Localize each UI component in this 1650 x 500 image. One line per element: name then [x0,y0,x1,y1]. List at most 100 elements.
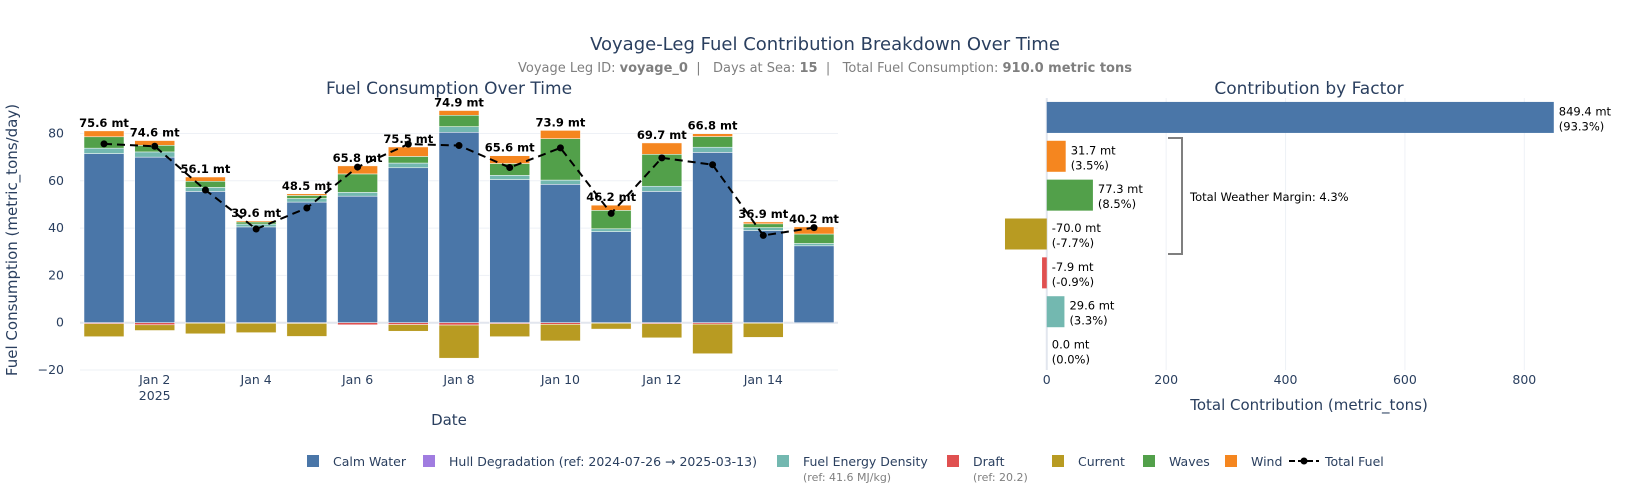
right-x-tick-label: 600 [1393,372,1417,387]
bar-segment-calm-water [185,191,226,323]
bar-segment-calm-water [692,152,733,323]
bar-segment-draft [388,322,429,325]
bar-segment-current [540,324,581,342]
bar-segment-wind [438,110,480,116]
bar-segment-fuel-energy [388,162,429,169]
factor-value-label: 849.4 mt [1559,104,1612,118]
subtitle-leg-id: voyage_0 [620,61,688,76]
bar-segment-calm-water [489,179,530,323]
total-fuel-point [100,140,108,148]
factor-value-label: -70.0 mt [1052,221,1102,235]
bar-segment-current [235,322,277,333]
bar-segment-current [185,322,226,335]
bar-segment-fuel-energy [793,243,835,247]
legend-item-fuel-energy[interactable]: Fuel Energy Density (ref: 41.6 MJ/kg) [777,454,928,484]
total-fuel-label: 36.9 mt [738,207,788,221]
total-fuel-label: 48.5 mt [282,179,332,193]
total-fuel-label: 74.9 mt [434,96,484,110]
left-x-tick-label: Jan 2 [138,372,170,387]
factor-value-label: -7.9 mt [1052,260,1094,274]
left-bars [83,110,835,359]
factor-percent-label: (0.0%) [1052,353,1090,367]
legend-item-total[interactable]: Total Fuel [1289,454,1384,469]
legend-label: Calm Water [333,454,407,469]
legend-swatch [947,455,959,467]
bar-segment-calm-water [388,167,429,323]
left-x-tick-label: Jan 12 [641,372,681,387]
bar-segment-fuel-energy [286,198,328,203]
right-x-axis-label: Total Contribution (metric_tons) [1189,396,1428,415]
total-fuel-label: 75.6 mt [79,116,129,130]
bar-segment-calm-water [590,231,632,323]
factor-percent-label: (8.5%) [1098,197,1136,211]
legend-item-hull[interactable]: Hull Degradation (ref: 2024-07-26 → 2025… [423,454,757,469]
factor-percent-label: (-0.9%) [1052,275,1094,289]
bar-segment-current [134,324,175,331]
legend-swatch-marker [1300,457,1308,465]
total-fuel-label: 40.2 mt [789,212,839,226]
bar-segment-waves [793,233,835,244]
subtitle-days: 15 [800,61,818,76]
left-x-tick-label: Jan 10 [540,372,580,387]
left-y-tick-label: −20 [38,362,64,377]
factor-bar-calm-water [1046,101,1554,133]
total-fuel-point [607,209,615,217]
bar-segment-fuel-energy [337,192,378,197]
left-y-tick-label: 0 [56,315,64,330]
total-fuel-point [455,142,463,150]
bar-segment-wind [590,204,632,211]
bar-segment-fuel-energy [83,147,125,154]
total-fuel-label: 73.9 mt [535,115,585,129]
legend-item-waves[interactable]: Waves [1143,454,1210,469]
right-bars [1004,101,1554,328]
bar-segment-waves [388,156,429,164]
bar-segment-fuel-energy [641,185,683,192]
right-x-tick-label: 0 [1043,372,1051,387]
bar-segment-wind [743,221,784,225]
bar-segment-draft [337,322,378,326]
bar-segment-calm-water [235,226,277,323]
left-x-axis-label: Date [431,411,467,429]
bar-segment-draft [134,322,175,326]
factor-percent-label: (-7.7%) [1052,236,1094,250]
bar-segment-calm-water [438,132,480,323]
total-fuel-point [151,142,159,150]
total-fuel-label: 75.5 mt [383,132,433,146]
bar-segment-waves [337,173,378,193]
total-fuel-point [354,163,362,171]
left-x-tick-year: 2025 [139,388,171,403]
factor-value-label: 29.6 mt [1069,299,1114,313]
legend-label: Total Fuel [1324,454,1384,469]
bar-segment-fuel-energy [692,146,733,153]
bar-segment-current [489,323,530,337]
total-fuel-label: 74.6 mt [130,126,180,140]
bar-segment-current [83,323,125,337]
bar-segment-calm-water [83,153,125,323]
bar-segment-fuel-energy [743,227,784,231]
total-fuel-point [201,186,209,194]
legend-item-calm-water[interactable]: Calm Water [307,454,407,469]
bar-segment-waves [185,181,226,188]
factor-bar-fuel-energy [1046,296,1065,328]
legend-label: Current [1078,454,1125,469]
legend-item-current[interactable]: Current [1052,454,1125,469]
legend-item-draft[interactable]: Draft (ref: 20.2) [947,454,1028,484]
weather-margin-bracket: Total Weather Margin: 4.3% [1168,137,1349,255]
bar-segment-draft [438,322,480,326]
total-fuel-point [404,140,412,148]
bar-segment-wind [286,193,328,196]
total-fuel-label: 39.6 mt [231,206,281,220]
legend-item-wind[interactable]: Wind [1225,454,1282,469]
left-chart-title: Fuel Consumption Over Time [326,79,572,99]
bar-segment-current [438,324,480,359]
total-fuel-label: 65.8 mt [333,151,383,165]
factor-bar-draft [1042,257,1047,289]
bar-segment-waves [438,115,480,127]
legend-label: Draft [973,454,1005,469]
bar-segment-wind [540,130,581,139]
left-y-tick-label: 40 [48,220,64,235]
bar-segment-current [743,322,784,338]
